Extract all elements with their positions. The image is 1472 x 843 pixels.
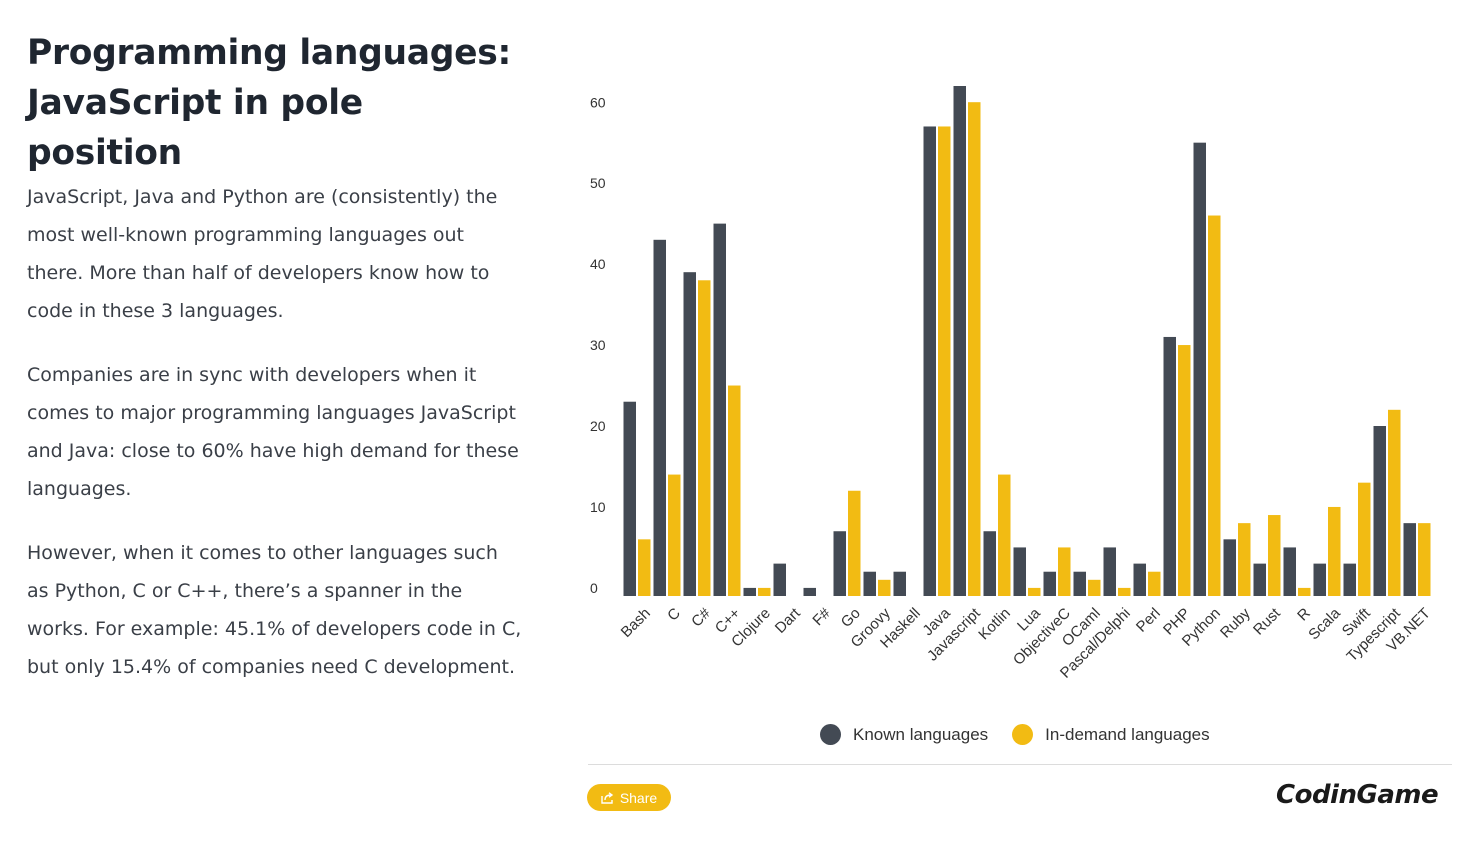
x-tick-label: C# [688,604,714,630]
bar-known [653,239,666,597]
bar-known [1343,563,1356,596]
bar-known [953,86,966,596]
y-tick-label: 60 [590,94,606,110]
title-line-1: Programming languages: [27,33,512,73]
bar-known [893,571,906,596]
x-tick-label: Perl [1133,605,1164,636]
bar-known [983,531,996,596]
bar-demand [638,539,651,596]
bar-known [833,531,846,596]
bar-demand [1208,215,1221,596]
x-tick-label: F# [809,604,834,629]
footer-divider [588,764,1452,765]
y-tick-label: 50 [590,175,606,191]
paragraph-3: However, when it comes to other language… [27,542,522,678]
legend-label-known: Known languages [853,724,989,744]
codingame-logo[interactable]: CodinGame [1276,780,1439,810]
bar-known [1253,563,1266,596]
share-button[interactable]: Share [587,784,671,811]
x-tick-label: Kotlin [975,605,1014,644]
bar-demand [1148,571,1161,596]
bar-demand [968,102,981,596]
bar-demand [668,474,681,596]
bar-known [1073,571,1086,596]
bar-known [1163,336,1176,596]
x-tick-label: Dart [772,604,805,637]
bar-known [1403,523,1416,596]
x-tick-label: Rust [1250,604,1284,638]
y-tick-label: 30 [590,337,606,353]
bar-known [1133,563,1146,596]
bar-demand [1238,523,1251,596]
x-tick-label: Bash [618,605,654,641]
y-tick-label: 10 [590,499,606,515]
bar-demand [1178,345,1191,596]
bar-known [683,272,696,596]
legend-dot-known [820,724,841,745]
bar-demand [1268,515,1281,596]
share-label: Share [619,789,658,806]
legend-item-known[interactable]: Known languages [820,724,988,745]
bar-known [863,571,876,596]
bar-demand [938,126,951,596]
bar-demand [878,579,891,596]
bar-known [1013,547,1026,596]
bar-known [1373,426,1386,596]
share-icon [601,791,613,804]
bar-known [773,563,786,596]
chart-legend: Known languages In-demand languages [820,724,1224,745]
bar-demand [1328,506,1341,596]
bar-known [1193,142,1206,596]
page-title: Programming languages: JavaScript in pol… [27,28,527,178]
bar-known [803,587,816,596]
bar-demand [1358,482,1371,596]
x-tick-label: C [664,605,684,625]
paragraph-2: Companies are in sync with developers wh… [27,364,519,500]
bar-demand [1058,547,1071,596]
y-tick-label: 40 [590,256,606,272]
legend-item-demand[interactable]: In-demand languages [1012,724,1210,745]
y-tick-label: 0 [590,580,598,596]
bar-demand [758,587,771,596]
bar-demand [848,490,861,596]
bar-demand [1388,409,1401,596]
bar-demand [698,280,711,596]
paragraph-1: JavaScript, Java and Python are (consist… [27,186,498,322]
y-tick-label: 20 [590,418,606,434]
legend-dot-demand [1012,724,1034,745]
bar-known [923,126,936,596]
bar-known [1103,547,1116,596]
bar-demand [1028,587,1041,596]
bar-known [713,223,726,596]
bar-known [743,587,756,596]
bar-demand [728,385,741,596]
bar-known [1313,563,1326,596]
bar-known [1283,547,1296,596]
x-tick-label: R [1294,605,1314,625]
bar-known [1043,571,1056,596]
article-text: Programming languages: JavaScript in pol… [27,0,527,678]
bar-demand [1088,579,1101,596]
bar-demand [998,474,1011,596]
legend-label-demand: In-demand languages [1045,724,1210,744]
x-tick-label: Scala [1305,604,1344,643]
x-tick-label: Ruby [1217,604,1254,641]
bar-demand [1118,587,1131,596]
bar-known [623,401,636,596]
bar-demand [1298,587,1311,596]
title-line-2: JavaScript in pole position [27,83,363,173]
bar-known [1223,539,1236,596]
bar-demand [1418,523,1431,596]
